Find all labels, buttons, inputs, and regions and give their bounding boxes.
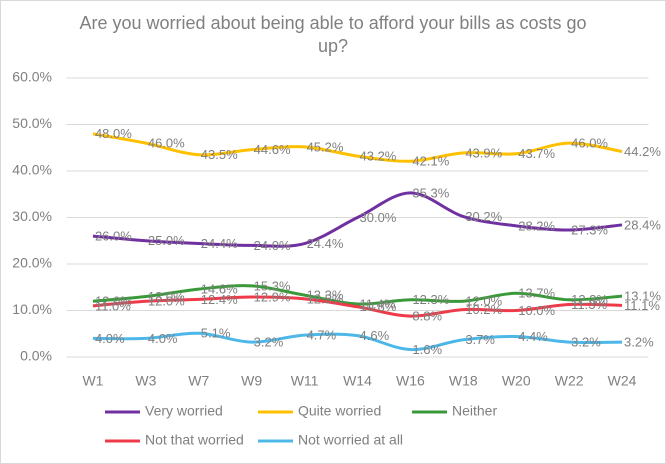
data-label: 11.1% — [624, 298, 660, 313]
data-label: 13.1% — [624, 289, 661, 304]
data-label: 46.0% — [148, 136, 185, 151]
data-label: 12.0% — [465, 294, 502, 309]
data-label: 4.0% — [95, 331, 125, 346]
legend-label: Not worried at all — [298, 432, 403, 448]
y-tick-label: 10.0% — [12, 301, 52, 317]
data-label: 11.0% — [95, 298, 131, 313]
data-label: 4.4% — [518, 329, 548, 344]
data-label: 43.9% — [465, 145, 502, 160]
data-label: 12.3% — [412, 292, 449, 307]
x-tick-label: W11 — [291, 373, 319, 389]
data-label: 12.9% — [254, 289, 291, 304]
data-label: 12.0% — [95, 294, 132, 309]
data-label: 8.8% — [412, 309, 442, 324]
series-line — [92, 331, 623, 352]
data-label: 30.2% — [465, 209, 502, 224]
x-tick-label: W14 — [343, 373, 372, 389]
data-label: 43.7% — [518, 146, 555, 161]
legend-label: Quite worried — [298, 403, 381, 419]
data-label: 11.3% — [571, 297, 607, 312]
x-tick-label: W16 — [396, 373, 425, 389]
x-tick-label: W24 — [608, 373, 637, 389]
data-label: 3.2% — [254, 335, 284, 350]
data-label: 43.2% — [360, 149, 397, 164]
x-tick-label: W9 — [241, 373, 262, 389]
data-label: 44.2% — [624, 144, 661, 159]
data-label: 13.0% — [148, 289, 185, 304]
data-label: 25.0% — [148, 233, 185, 248]
data-label: 27.3% — [571, 222, 608, 237]
series-line — [92, 295, 623, 318]
data-label: 1.6% — [412, 342, 442, 357]
x-tick-label: W22 — [555, 373, 584, 389]
data-label: 13.7% — [518, 286, 555, 301]
data-label: 48.0% — [95, 126, 132, 141]
data-label: 4.6% — [360, 328, 390, 343]
x-tick-label: W3 — [135, 373, 156, 389]
legend-label: Not that worried — [145, 432, 244, 448]
data-label: 10.8% — [360, 299, 397, 314]
x-tick-label: W7 — [188, 373, 209, 389]
data-label: 24.0% — [254, 238, 291, 253]
y-tick-label: 20.0% — [12, 255, 52, 271]
data-label: 3.2% — [624, 335, 654, 350]
data-label: 12.3% — [571, 292, 608, 307]
data-label: 15.3% — [254, 278, 291, 293]
legend-label: Neither — [452, 403, 497, 419]
data-label: 3.7% — [465, 332, 495, 347]
data-label: 13.3% — [307, 288, 344, 303]
y-tick-label: 60.0% — [12, 69, 52, 85]
data-label: 26.0% — [95, 229, 132, 244]
data-label: 4.0% — [148, 331, 178, 346]
data-label: 35.3% — [412, 185, 449, 200]
data-label: 11.4% — [360, 296, 396, 311]
data-label: 10.2% — [465, 302, 502, 317]
chart-title: Are you worried about being able to affo… — [80, 13, 587, 56]
data-label: 14.6% — [201, 282, 238, 297]
data-label: 44.6% — [254, 142, 291, 157]
y-tick-label: 0.0% — [20, 348, 52, 364]
y-tick-label: 30.0% — [12, 208, 52, 224]
chart-title: Are you worried about being able to affo… — [80, 13, 587, 56]
data-label: 24.4% — [201, 236, 238, 251]
data-label: 30.0% — [360, 210, 397, 225]
series-line — [92, 191, 623, 248]
data-label: 45.2% — [307, 139, 344, 154]
x-tick-label: W18 — [449, 373, 478, 389]
data-label: 28.2% — [518, 218, 555, 233]
series-line — [92, 132, 623, 163]
data-label: 12.5% — [307, 291, 344, 306]
data-label: 5.1% — [201, 326, 231, 341]
data-label: 3.2% — [571, 335, 601, 350]
legend-label: Very worried — [145, 403, 223, 419]
x-tick-label: W20 — [502, 373, 531, 389]
data-label: 24.4% — [307, 236, 344, 251]
data-label: 12.0% — [148, 294, 185, 309]
y-tick-label: 40.0% — [12, 162, 52, 178]
series-line — [92, 284, 623, 306]
data-label: 46.0% — [571, 136, 608, 151]
data-label: 4.7% — [307, 328, 337, 343]
data-label: 43.5% — [201, 147, 238, 162]
y-tick-label: 50.0% — [12, 115, 52, 131]
data-label: 42.1% — [412, 154, 449, 169]
data-label: 28.4% — [624, 217, 661, 232]
data-label: 10.0% — [518, 303, 555, 318]
data-label: 12.4% — [201, 292, 238, 307]
x-tick-label: W1 — [82, 373, 103, 389]
